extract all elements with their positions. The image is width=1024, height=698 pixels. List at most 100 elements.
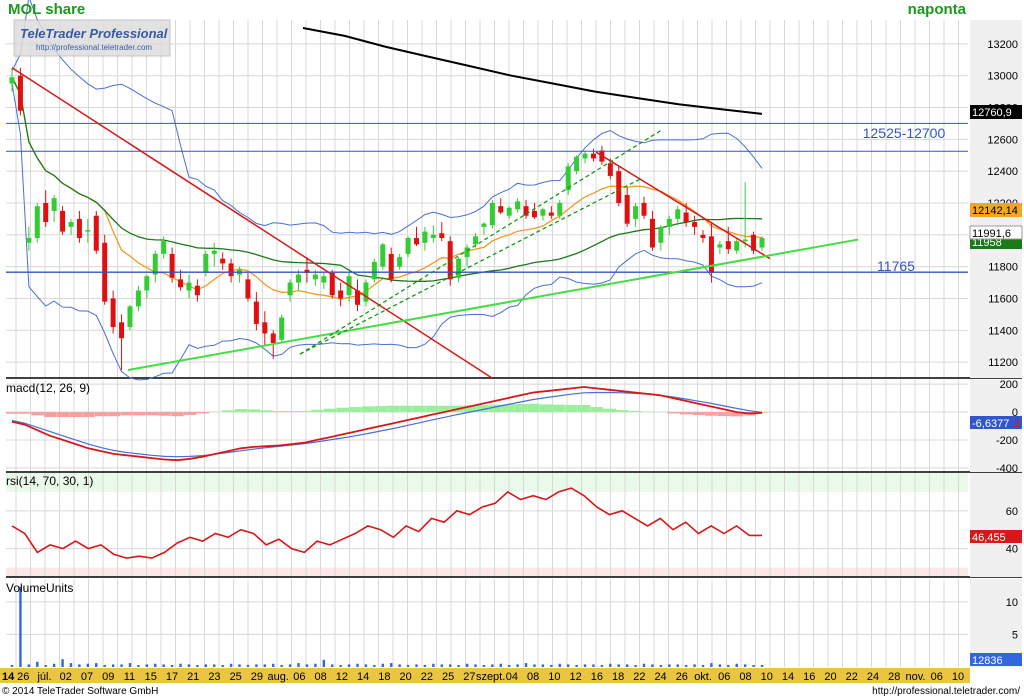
candle-body	[413, 237, 419, 245]
macd-histogram-bar	[247, 409, 261, 413]
macd-histogram-bar	[679, 412, 693, 415]
volume-bar	[575, 665, 578, 667]
macd-histogram-bar	[336, 407, 350, 413]
volume-bar	[609, 663, 612, 667]
candle-body	[253, 301, 259, 324]
volume-bar	[120, 664, 123, 667]
macd-histogram-bar	[260, 410, 273, 413]
volume-bar	[423, 665, 427, 667]
volume-title: VolumeUnits	[6, 581, 73, 595]
volume-bar	[314, 663, 317, 667]
volume-bar	[541, 664, 545, 667]
date-label: 22	[846, 671, 858, 683]
candle-body	[186, 282, 192, 291]
candle-body	[93, 215, 99, 251]
volume-bar	[170, 665, 174, 667]
candle-body	[34, 206, 40, 238]
macd-histogram-bar	[412, 405, 426, 413]
volume-bar	[718, 664, 722, 667]
candle-body	[203, 253, 209, 273]
volume-bar	[415, 664, 418, 667]
macd-y-ticks: 200 0 -200 -400	[996, 379, 1018, 475]
volume-bar	[491, 664, 494, 667]
macd-tick-label: 200	[1000, 379, 1018, 391]
date-label: 17	[166, 671, 178, 683]
macd-histogram-bar	[82, 412, 95, 418]
trendline-green-support	[127, 238, 859, 372]
date-label: 26	[676, 671, 688, 683]
date-label: 06	[293, 671, 305, 683]
date-label: 22	[633, 671, 645, 683]
rsi-grid	[6, 473, 1022, 578]
volume-bar	[684, 665, 688, 667]
date-label: szept.	[476, 671, 505, 683]
volume-bar	[752, 665, 755, 667]
volume-bar	[255, 664, 258, 667]
date-label: 20	[824, 671, 836, 683]
volume-bar	[103, 665, 106, 667]
rsi-overbought-zone	[6, 473, 968, 492]
candle-body	[371, 261, 377, 280]
candle-body	[312, 274, 318, 280]
date-label: 12	[336, 671, 348, 683]
date-label: 10	[548, 671, 560, 683]
volume-bar	[19, 586, 22, 667]
volume-bar	[128, 663, 132, 667]
candle-body	[666, 218, 672, 227]
channel-lower	[299, 178, 641, 355]
macd-histogram-bar	[425, 405, 438, 413]
macd-histogram-bar	[590, 407, 604, 413]
macd-histogram-bar	[31, 412, 44, 416]
candle-body	[245, 279, 251, 299]
macd-histogram-bar	[400, 405, 413, 413]
macd-histogram-bar	[94, 412, 108, 417]
candle-body	[498, 206, 504, 213]
volume-bar	[305, 664, 309, 667]
volume-bar	[364, 664, 368, 667]
price-tick-label: 12400	[987, 166, 1018, 178]
volume-bar	[86, 663, 90, 667]
last-value-sma-mid: 11958	[972, 237, 1002, 249]
volume-bar	[221, 665, 224, 667]
date-label: 06	[931, 671, 943, 683]
macd-histogram-bar	[120, 412, 133, 416]
date-label: 08	[739, 671, 751, 683]
date-label: aug.	[267, 671, 288, 683]
macd-histogram-bar	[756, 412, 769, 413]
brand-url: http://professional.teletrader.com	[36, 43, 152, 52]
candle-body	[152, 253, 158, 275]
candle-body	[60, 210, 66, 232]
candle-body	[211, 250, 217, 254]
price-tick-label: 13000	[987, 71, 1018, 83]
macd-title: macd(12, 26, 9)	[6, 381, 90, 395]
macd-histogram-bar	[69, 412, 83, 418]
annotation-support: 11765	[877, 258, 915, 274]
macd-histogram-bar	[692, 412, 705, 416]
macd-histogram-bar	[705, 412, 718, 416]
macd-histogram-bar	[196, 412, 210, 414]
date-label: 28	[888, 671, 900, 683]
trendline-red-long	[11, 67, 493, 379]
candle-body	[68, 222, 74, 227]
candle-body	[607, 163, 613, 176]
macd-histogram-bar	[552, 404, 566, 413]
price-tick-label: 11200	[988, 357, 1018, 369]
macd-histogram-bar	[133, 412, 146, 416]
candle-body	[144, 276, 150, 291]
volume-bar	[297, 663, 300, 667]
rsi-panel: 60 40 rsi(14, 70, 30, 1) 46,455	[6, 473, 1022, 578]
candle-body	[456, 258, 462, 278]
volume-bar	[743, 664, 747, 667]
candle-body	[447, 241, 453, 280]
candle-body	[194, 285, 200, 296]
price-tick-label: 11800	[988, 262, 1018, 274]
macd-histogram-bar	[717, 412, 731, 417]
candle-body	[422, 231, 428, 243]
footer-url: http://professional.teletrader.com/	[872, 686, 1020, 697]
date-axis-background	[0, 668, 970, 683]
volume-bar	[390, 663, 393, 667]
candle-body	[119, 322, 125, 339]
volume-bar	[78, 664, 81, 667]
macd-histogram-bar	[463, 405, 477, 413]
date-label: 08	[315, 671, 327, 683]
